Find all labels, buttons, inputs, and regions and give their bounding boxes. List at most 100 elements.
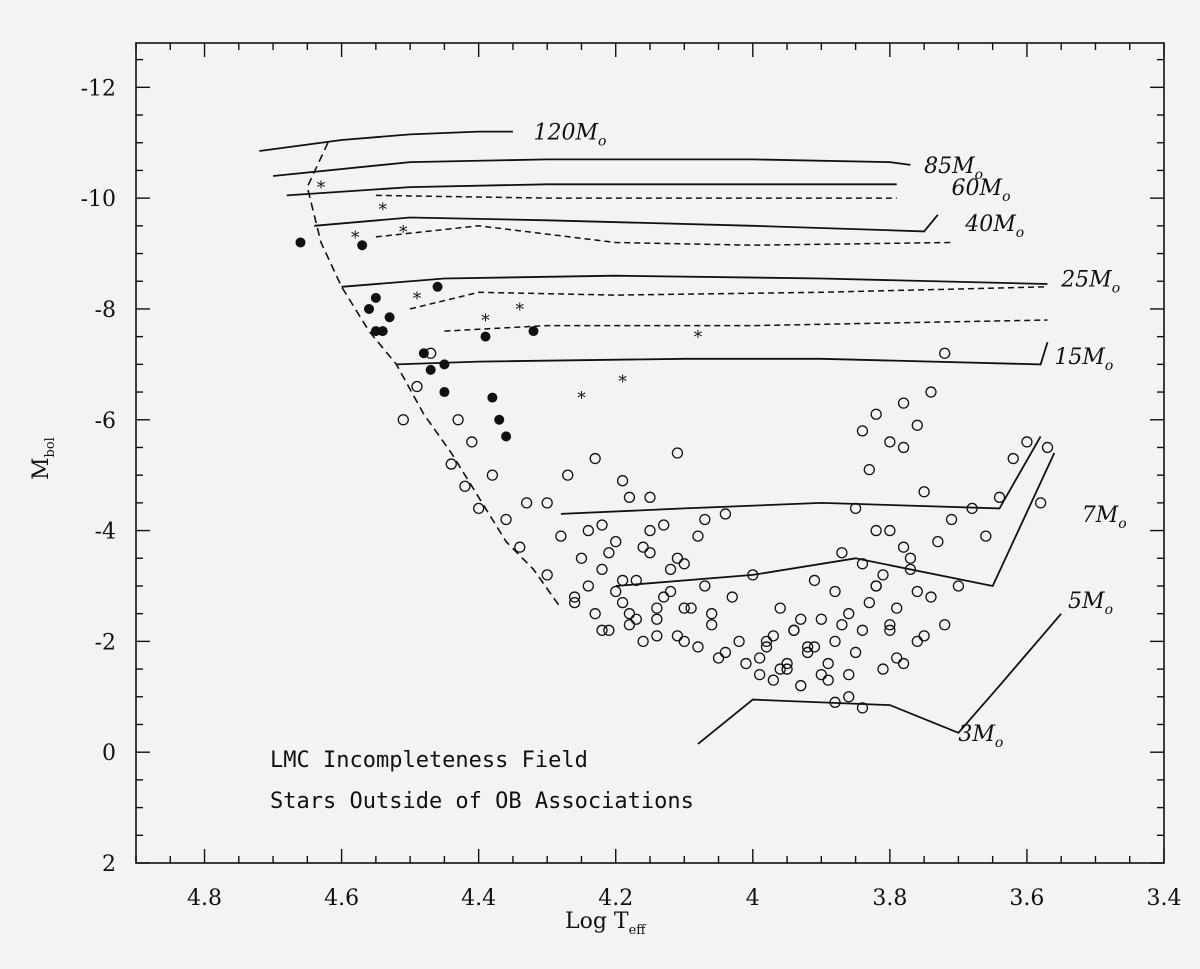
track-60-solid <box>286 183 897 197</box>
point-open <box>740 657 752 670</box>
point-open <box>884 624 896 636</box>
point-open <box>829 635 841 648</box>
point-open <box>541 569 553 581</box>
point-open <box>1021 436 1033 448</box>
track-25-solid <box>341 274 1048 288</box>
x-tick-label: 4.4 <box>461 886 496 911</box>
point-open <box>856 624 869 636</box>
point-open <box>692 530 704 542</box>
point-filled <box>487 392 498 403</box>
sun-symbol: o <box>975 167 983 183</box>
point-star: * <box>577 389 586 409</box>
point-open <box>712 652 725 664</box>
point-open <box>630 574 642 587</box>
point-open <box>678 558 690 570</box>
point-open <box>671 630 684 642</box>
point-open <box>664 563 677 576</box>
point-open <box>891 602 903 614</box>
x-tick-label: 4 <box>746 886 760 911</box>
point-open <box>815 668 827 681</box>
y-axis-title: Mbol <box>29 437 58 480</box>
point-open <box>781 663 793 675</box>
point-open <box>836 547 848 559</box>
point-filled <box>370 326 381 337</box>
point-open <box>754 652 766 664</box>
point-open <box>884 524 896 537</box>
point-open <box>651 602 663 614</box>
point-open <box>774 602 786 614</box>
track-3-solid <box>697 613 1062 745</box>
point-filled <box>501 431 512 442</box>
point-open <box>678 635 690 648</box>
point-open <box>562 469 574 481</box>
point-open <box>822 657 834 670</box>
point-open <box>685 602 697 614</box>
point-open <box>568 591 581 603</box>
track-label-7: 7Mo <box>1082 503 1127 532</box>
point-filled <box>295 237 306 248</box>
point-open <box>397 414 409 426</box>
point-open <box>939 347 951 359</box>
point-star: * <box>694 328 703 348</box>
x-axis-label: Log T <box>565 909 629 934</box>
point-filled <box>494 414 505 425</box>
sun-symbol: o <box>598 134 606 150</box>
point-open <box>856 702 869 714</box>
point-open <box>925 591 937 603</box>
point-open <box>726 591 738 603</box>
y-axis-label-sub: bol <box>43 437 58 457</box>
point-star: * <box>351 228 360 248</box>
sun-symbol: o <box>1105 602 1113 618</box>
point-open <box>774 663 786 675</box>
point-open <box>706 608 718 620</box>
point-open <box>877 663 889 675</box>
point-filled <box>480 331 491 342</box>
track-label-60: 60Mo <box>952 176 1011 205</box>
point-open <box>459 480 471 492</box>
track-120-solid <box>259 130 513 152</box>
point-open <box>918 486 930 498</box>
point-open <box>849 502 862 515</box>
point-open <box>466 436 478 448</box>
x-tick-label: 3.4 <box>1147 886 1182 911</box>
point-open <box>644 524 656 537</box>
point-open <box>897 441 910 454</box>
point-open <box>897 397 910 409</box>
y-tick-label: -2 <box>95 630 116 655</box>
point-open <box>904 563 917 576</box>
track-label-25: 25Mo <box>1060 267 1120 296</box>
y-tick-label: -8 <box>95 298 116 323</box>
point-open <box>993 491 1006 503</box>
point-open <box>904 552 917 564</box>
point-open <box>637 541 649 553</box>
point-open <box>658 519 670 531</box>
point-open <box>644 491 656 503</box>
y-tick-label: -6 <box>95 409 116 434</box>
sun-symbol: o <box>995 735 1003 751</box>
point-open <box>651 630 663 642</box>
sun-symbol: o <box>1002 189 1010 205</box>
x-tick-label: 4.6 <box>324 886 359 911</box>
x-tick-label: 3.8 <box>872 886 907 911</box>
point-open <box>1034 497 1047 509</box>
point-open <box>843 691 855 703</box>
point-star: * <box>399 222 408 242</box>
point-open <box>603 624 615 636</box>
point-star: * <box>516 300 525 320</box>
point-filled <box>357 240 368 251</box>
point-open <box>767 630 780 642</box>
plot-frame <box>135 42 1165 864</box>
point-open <box>719 508 732 520</box>
point-open <box>760 635 773 648</box>
track-15-dashed <box>444 319 1048 332</box>
point-filled <box>364 303 375 314</box>
point-open <box>616 596 629 609</box>
data-points: * * * * * * * * * * <box>295 178 1054 714</box>
point-open <box>863 596 875 609</box>
track-label-5: 5Mo <box>1068 589 1113 618</box>
point-open <box>623 619 636 631</box>
point-open <box>678 602 690 614</box>
track-25-dashed <box>409 286 1048 310</box>
point-open <box>870 408 882 420</box>
